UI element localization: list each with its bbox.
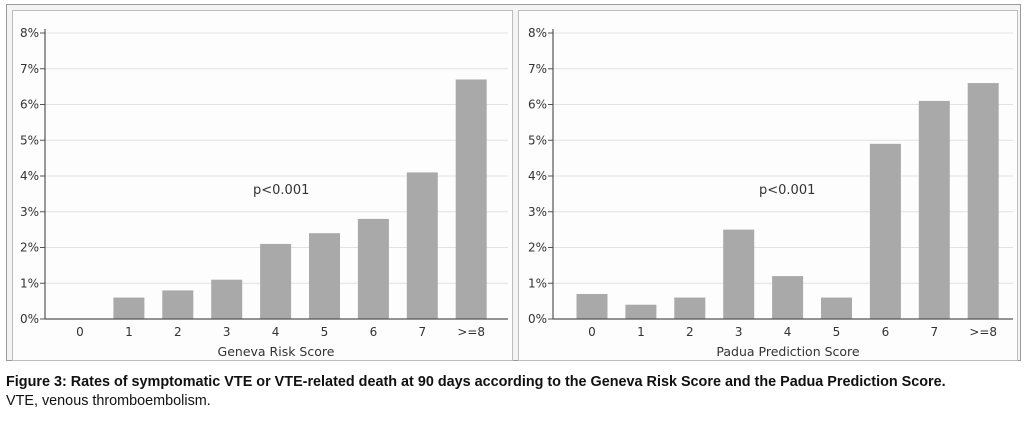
geneva-y-tick-label: 3% — [20, 205, 39, 219]
padua-y-tick-label: 5% — [528, 133, 547, 147]
geneva-x-tick-label: 7 — [418, 325, 426, 339]
padua-p-value-annotation: p<0.001 — [759, 183, 815, 198]
geneva-bar-3 — [211, 279, 243, 319]
padua-y-tick-label: 3% — [528, 205, 547, 219]
figure-caption: Figure 3: Rates of symptomatic VTE or VT… — [6, 373, 1024, 411]
padua-y-tick-label: 0% — [528, 312, 547, 326]
padua-x-tick-label: >=8 — [969, 325, 997, 339]
padua-x-tick-label: 1 — [637, 325, 645, 339]
caption-title: Figure 3: Rates of symptomatic VTE or VT… — [6, 374, 946, 390]
padua-bar-6 — [869, 143, 901, 319]
padua-y-tick-label: 1% — [528, 276, 547, 290]
padua-y-tick-label: 8% — [528, 26, 547, 40]
geneva-bar-7 — [406, 172, 438, 319]
padua-bar-4 — [772, 276, 804, 319]
geneva-y-tick-label: 8% — [20, 26, 39, 40]
padua-x-axis-label: Padua Prediction Score — [716, 344, 860, 359]
padua-x-tick-label: 3 — [735, 325, 743, 339]
geneva-y-tick-label: 7% — [20, 62, 39, 76]
geneva-bar-1 — [113, 297, 145, 319]
geneva-x-tick-label: >=8 — [457, 325, 485, 339]
geneva-bar-4 — [260, 243, 292, 319]
padua-x-tick-label: 6 — [882, 325, 890, 339]
padua-bar-3 — [723, 229, 755, 319]
geneva-bar-2 — [162, 290, 194, 319]
padua-y-tick-label: 7% — [528, 62, 547, 76]
padua-chart-panel: 0% 1% 2% 3% 4% 5% 6% 7% 8% 0 1 2 3 4 5 6 7 >=8 Padua Predi… — [518, 10, 1018, 361]
padua-x-tick-label: 4 — [784, 325, 792, 339]
geneva-p-value-annotation: p<0.001 — [253, 183, 309, 198]
geneva-y-tick-label: 4% — [20, 169, 39, 183]
geneva-x-tick-label: 0 — [76, 325, 84, 339]
padua-bar-2 — [674, 297, 706, 319]
geneva-chart-panel: 0% 1% 2% 3% 4% 5% 6% 7% 8% 0 1 2 3 4 5 6 7 >=8 Geneva Risk… — [12, 10, 513, 361]
padua-y-tick-label: 2% — [528, 241, 547, 255]
geneva-y-tick-label: 0% — [20, 312, 39, 326]
padua-bar-gege8 — [967, 83, 999, 319]
padua-bar-1 — [625, 304, 657, 319]
geneva-y-tick-label: 2% — [20, 241, 39, 255]
geneva-x-tick-label: 1 — [125, 325, 133, 339]
geneva-x-tick-label: 4 — [272, 325, 280, 339]
geneva-y-tick-label: 1% — [20, 276, 39, 290]
padua-y-tick-label: 6% — [528, 98, 547, 112]
padua-bar-5 — [821, 297, 852, 319]
geneva-bar-gege8 — [455, 79, 487, 319]
padua-bar-7 — [918, 100, 950, 319]
geneva-y-tick-label: 5% — [20, 133, 39, 147]
padua-x-tick-label: 5 — [833, 325, 841, 339]
geneva-x-tick-label: 5 — [321, 325, 329, 339]
geneva-bar-chart: 0% 1% 2% 3% 4% 5% 6% 7% 8% 0 1 2 3 4 5 6 7 >=8 Geneva Risk… — [20, 26, 508, 359]
padua-y-tick-label: 4% — [528, 169, 547, 183]
figure-frame: 0% 1% 2% 3% 4% 5% 6% 7% 8% 0 1 2 3 4 5 6 7 >=8 Geneva Risk… — [6, 4, 1021, 361]
padua-x-tick-label: 7 — [930, 325, 938, 339]
padua-x-tick-label: 2 — [686, 325, 694, 339]
geneva-x-tick-label: 3 — [223, 325, 231, 339]
geneva-x-tick-label: 2 — [174, 325, 182, 339]
padua-bar-chart: 0% 1% 2% 3% 4% 5% 6% 7% 8% 0 1 2 3 4 5 6 7 >=8 Padua Predi… — [528, 26, 1013, 359]
geneva-bar-5 — [309, 233, 340, 319]
padua-x-tick-label: 0 — [588, 325, 596, 339]
geneva-y-tick-label: 6% — [20, 98, 39, 112]
geneva-x-tick-label: 6 — [370, 325, 378, 339]
geneva-x-axis-label: Geneva Risk Score — [218, 344, 335, 359]
caption-note: VTE, venous thromboembolism. — [6, 393, 211, 409]
geneva-bar-6 — [357, 218, 389, 319]
padua-bar-0 — [576, 293, 608, 319]
